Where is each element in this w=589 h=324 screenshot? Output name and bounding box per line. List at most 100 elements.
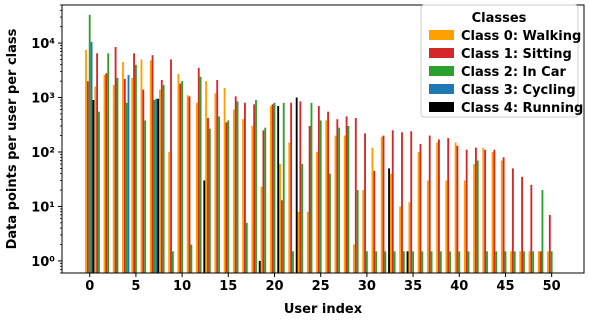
- bar-class2-user13: [208, 128, 211, 273]
- bar-class1-user16: [234, 96, 237, 273]
- bar-class0-user2: [103, 74, 106, 274]
- bars-layer: [85, 14, 553, 274]
- bar-class1-user31: [373, 170, 376, 273]
- bar-class1-user11: [188, 96, 191, 273]
- bar-class2-user35: [412, 251, 415, 273]
- x-tick-label: 40: [450, 279, 468, 294]
- bar-class2-user25: [319, 120, 322, 273]
- bar-class3-user0: [90, 41, 93, 273]
- bar-class0-user34: [399, 206, 402, 273]
- bar-class1-user4: [123, 78, 126, 273]
- legend-box: [420, 4, 579, 118]
- bar-class1-user12: [197, 67, 200, 274]
- legend-label-1: Class 1: Sitting: [461, 47, 572, 62]
- bar-class0-user12: [195, 102, 198, 273]
- x-tick-label: 50: [543, 279, 561, 294]
- y-axis-label: Data points per user per class: [5, 28, 20, 249]
- legend-swatch-2: [429, 66, 454, 76]
- bar-class0-user33: [389, 173, 392, 273]
- bar-class0-user11: [186, 95, 189, 273]
- bar-class1-user14: [216, 79, 219, 273]
- bar-class2-user46: [513, 251, 516, 273]
- bar-class0-user46: [510, 251, 512, 273]
- bar-class2-user33: [393, 251, 396, 273]
- y-tick-label: 10³: [31, 92, 55, 107]
- x-tick-label: 35: [404, 279, 422, 294]
- bar-class1-user1: [96, 53, 99, 274]
- bar-class2-user5: [134, 64, 137, 274]
- bar-class4-user0: [92, 100, 95, 274]
- bar-class2-user29: [356, 190, 359, 273]
- bar-class2-user27: [338, 127, 341, 273]
- bar-class1-user2: [105, 73, 108, 274]
- bar-class1-user36: [419, 144, 422, 273]
- bar-class0-user21: [279, 164, 281, 273]
- legend-swatch-1: [429, 48, 454, 58]
- bar-class1-user35: [410, 131, 413, 273]
- bar-class0-user47: [519, 251, 522, 273]
- bar-class1-user47: [521, 176, 524, 273]
- bar-class1-user49: [539, 251, 542, 273]
- bar-class0-user3: [112, 84, 115, 273]
- x-tick-label: 5: [131, 279, 140, 294]
- legend-label-4: Class 4: Running: [461, 101, 583, 116]
- bar-class1-user33: [391, 130, 394, 273]
- bar-class0-user17: [242, 119, 245, 273]
- bar-class1-user38: [438, 139, 440, 273]
- bar-class1-user37: [428, 135, 431, 273]
- x-axis-label: User index: [284, 302, 363, 317]
- legend-label-0: Class 0: Walking: [461, 29, 581, 44]
- bar-class2-user22: [292, 251, 294, 273]
- bar-class0-user30: [362, 190, 365, 273]
- x-tick-label: 20: [265, 279, 283, 294]
- legend: Classes Class 0: Walking Class 1: Sitting…: [420, 4, 583, 118]
- bar-class0-user49: [537, 251, 540, 273]
- bar-class2-user47: [523, 251, 525, 273]
- bar-class0-user31: [371, 147, 374, 273]
- bar-class0-user35: [408, 202, 411, 273]
- legend-label-3: Class 3: Cycling: [461, 83, 576, 98]
- bar-class2-user41: [467, 251, 470, 273]
- bar-class2-user32: [384, 251, 387, 273]
- bar-class0-user39: [445, 180, 448, 273]
- bar-class2-user10: [181, 81, 184, 273]
- bar-class3-user7: [155, 98, 158, 274]
- bar-class1-user5: [133, 53, 135, 274]
- bar-class2-user11: [190, 244, 193, 273]
- bar-class2-user8: [162, 84, 165, 273]
- bar-class2-user3: [116, 77, 119, 273]
- bar-class0-user41: [463, 180, 466, 273]
- x-tick-label: 10: [173, 279, 191, 294]
- x-tick-label: 45: [496, 279, 514, 294]
- bar-class1-user15: [225, 122, 228, 273]
- bar-class0-user37: [426, 180, 429, 273]
- bar-class2-user21: [282, 102, 285, 273]
- bar-class1-user20: [271, 104, 274, 273]
- bar-class0-user6: [140, 59, 143, 274]
- bar-class1-user30: [364, 133, 366, 273]
- bar-class0-user22: [288, 142, 291, 273]
- bar-class0-user40: [454, 142, 457, 273]
- bar-class0-user32: [380, 136, 383, 273]
- bar-class1-user45: [502, 157, 505, 273]
- bar-class1-user23: [299, 101, 302, 274]
- bar-class2-user42: [476, 160, 479, 273]
- bar-class1-user46: [511, 168, 514, 273]
- bar-class1-user0: [86, 81, 89, 273]
- bar-class0-user9: [168, 151, 171, 273]
- bar-class2-user23: [301, 164, 304, 273]
- bar-class1-user48: [530, 184, 533, 273]
- y-tick-label: 10¹: [31, 200, 55, 215]
- bar-class1-user42: [474, 147, 477, 273]
- bar-class2-user1: [98, 111, 100, 273]
- bar-class1-user8: [160, 79, 163, 273]
- bar-class1-user41: [465, 149, 468, 273]
- bar-class0-user45: [500, 160, 503, 273]
- bar-class4-user34: [406, 251, 409, 273]
- bar-class0-user28: [343, 135, 346, 273]
- bar-class1-user19: [262, 130, 265, 273]
- bar-class1-user18: [253, 104, 256, 273]
- bar-class4-user18: [258, 260, 261, 273]
- legend-swatch-3: [429, 84, 454, 94]
